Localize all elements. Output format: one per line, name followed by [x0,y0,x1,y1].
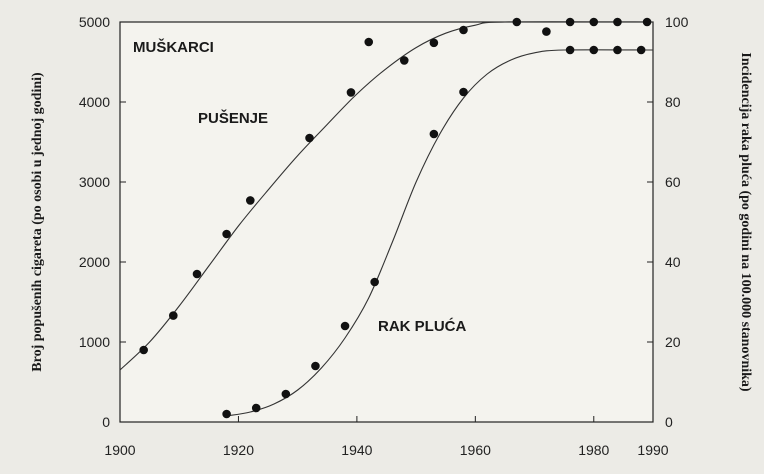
lung-cancer-point [340,321,350,331]
lung-cancer-point [589,45,599,55]
smoking-points [139,17,652,355]
smoking-point [222,229,231,239]
x-tick-label: 1940 [341,442,372,458]
lung-cancer-point [251,403,261,413]
lung-cancer-point [613,45,622,55]
smoking-point [364,37,374,47]
y-left-tick-label: 4000 [79,94,110,110]
y-right-tick-label: 20 [665,334,681,350]
y-left-tick-label: 1000 [79,334,110,350]
smoking-point [565,17,575,27]
y-axis-left-label: Broj popušenih cigareta (po osobi u jedn… [30,72,45,372]
x-axis: 1900 1920 1940 1960 1980 1990 [104,416,669,458]
x-tick-label: 1900 [104,442,135,458]
smoking-point [169,311,178,320]
y-left-tick-label: 0 [102,414,110,430]
y-axis-right-label: Incidencija raka pluća (po godini na 100… [738,52,753,392]
smoking-point [459,25,468,35]
plot-area [119,21,654,423]
smoking-point [542,27,551,36]
smoking-point [589,17,599,27]
x-tick-label: 1980 [578,442,609,458]
y-axis-left: 0 1000 2000 3000 4000 5000 [79,14,126,430]
smoking-point [399,56,409,65]
y-left-tick-label: 2000 [79,254,110,270]
y-right-tick-label: 40 [665,254,681,270]
y-right-tick-label: 0 [665,414,673,430]
smoking-point [642,17,652,27]
y-right-tick-label: 60 [665,174,681,190]
smoking-point [429,38,439,48]
smoking-point [512,17,522,27]
y-axis-right: 0 20 40 60 80 100 [647,14,689,430]
smoking-point [346,88,356,97]
lung-cancer-point [370,277,379,287]
smoking-point [192,269,202,279]
smoking-point [613,17,622,27]
annotation-group: MUŠKARCI [133,38,214,56]
lung-cancer-point [281,389,291,399]
x-tick-label: 1960 [460,442,491,458]
y-right-tick-label: 80 [665,94,681,110]
lung-cancer-point [222,409,231,419]
annotation-smoking: PUŠENJE [198,109,268,127]
smoking-point [305,133,314,143]
x-tick-label: 1990 [637,442,668,458]
lung-cancer-point [429,129,439,139]
lung-cancer-point [459,87,468,97]
smoking-point [245,196,255,205]
lung-cancer-point [636,45,646,55]
x-tick-label: 1920 [223,442,254,458]
smoking-point [139,345,148,355]
y-left-tick-label: 5000 [79,14,110,30]
lung-cancer-points [222,45,646,419]
smoking-curve [119,21,654,371]
annotation-lung-cancer: RAK PLUĆA [378,317,466,335]
lung-cancer-point [565,45,575,55]
lung-cancer-point [311,361,320,371]
y-right-tick-label: 100 [665,14,689,30]
y-left-tick-label: 3000 [79,174,110,190]
